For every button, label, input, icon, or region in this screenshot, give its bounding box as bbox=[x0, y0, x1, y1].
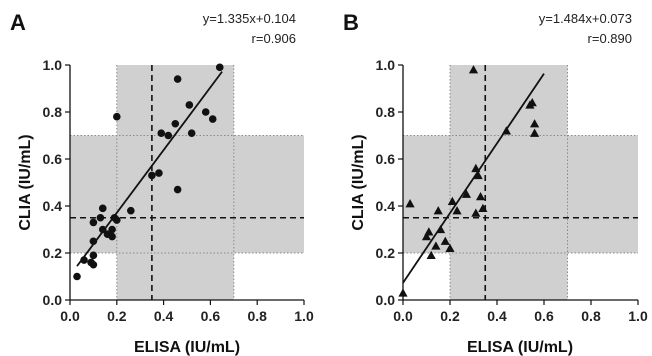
data-point bbox=[527, 98, 537, 107]
data-point bbox=[421, 231, 432, 241]
data-point bbox=[173, 75, 182, 83]
x-tick-label: 0.2 bbox=[107, 308, 127, 324]
data-point bbox=[89, 218, 98, 227]
y-tick-label: 0.8 bbox=[376, 104, 396, 120]
x-tick-label: 0.4 bbox=[487, 308, 507, 324]
data-point bbox=[89, 251, 98, 260]
regression-equation: y=1.484x+0.073 bbox=[539, 11, 632, 26]
y-tick-label: 0.8 bbox=[43, 104, 63, 120]
data-point bbox=[215, 63, 224, 72]
x-tick-label: 0.0 bbox=[393, 308, 413, 324]
grey-zone-horizontal bbox=[403, 135, 638, 253]
regression-equation: y=1.335x+0.104 bbox=[203, 11, 296, 26]
x-tick-label: 0.4 bbox=[154, 308, 174, 324]
y-tick-label: 0.0 bbox=[43, 292, 63, 308]
data-point bbox=[433, 206, 443, 215]
data-point bbox=[468, 65, 479, 74]
x-tick-label: 1.0 bbox=[628, 308, 648, 324]
data-point bbox=[473, 170, 483, 180]
y-tick-label: 1.0 bbox=[376, 57, 396, 73]
y-tick-label: 0.0 bbox=[376, 292, 396, 308]
x-tick-label: 0.6 bbox=[201, 308, 221, 324]
data-point bbox=[530, 128, 540, 137]
data-point bbox=[501, 126, 511, 135]
data-point bbox=[171, 119, 180, 128]
data-point bbox=[187, 129, 196, 137]
x-tick-label: 0.8 bbox=[247, 308, 267, 324]
data-point bbox=[431, 241, 441, 250]
y-tick-label: 0.6 bbox=[376, 151, 396, 167]
data-point bbox=[445, 243, 455, 252]
x-tick-label: 1.0 bbox=[294, 308, 314, 324]
data-point bbox=[530, 119, 540, 128]
data-point bbox=[440, 236, 450, 245]
data-point bbox=[98, 204, 107, 213]
data-point bbox=[113, 216, 121, 224]
data-point bbox=[436, 224, 446, 234]
data-point bbox=[89, 237, 98, 246]
y-tick-label: 0.6 bbox=[43, 151, 63, 167]
data-point bbox=[127, 206, 135, 215]
data-point bbox=[478, 203, 488, 213]
x-tick-label: 0.6 bbox=[534, 308, 554, 324]
panel-letter: A bbox=[10, 10, 26, 35]
data-point bbox=[80, 256, 88, 264]
y-axis-label: CLIA (IU/mL) bbox=[17, 134, 34, 230]
data-point bbox=[426, 250, 436, 260]
data-point bbox=[398, 288, 408, 297]
data-point bbox=[164, 131, 173, 140]
data-point bbox=[461, 189, 472, 198]
data-point bbox=[108, 232, 116, 241]
data-point bbox=[471, 208, 481, 217]
panel-b: 0.0 0.2 0.4 0.6 0.8 1.0 0.0 0.2 0.4 0.6 0.8 1.0 B y=1… bbox=[343, 10, 648, 356]
y-axis-label: CLIA (IU/mL) bbox=[350, 134, 367, 230]
data-point bbox=[98, 225, 107, 234]
data-point bbox=[157, 129, 166, 137]
data-point bbox=[185, 101, 194, 109]
data-point bbox=[73, 272, 81, 281]
panel-a: 0.0 0.2 0.4 0.6 0.8 1.0 0.0 0.2 0.4 0.6 0.8 1.0 A y=1… bbox=[10, 10, 314, 356]
x-tick-label: 0.0 bbox=[60, 308, 80, 324]
y-tick-label: 0.2 bbox=[376, 245, 396, 261]
panel-letter: B bbox=[343, 10, 359, 35]
y-tick-label: 1.0 bbox=[43, 57, 63, 73]
regression-line bbox=[402, 73, 545, 284]
correlation-coefficient: r=0.890 bbox=[588, 31, 632, 46]
data-point bbox=[155, 169, 163, 177]
data-point bbox=[452, 206, 462, 215]
data-point bbox=[113, 112, 121, 121]
correlation-coefficient: r=0.906 bbox=[252, 31, 296, 46]
data-point bbox=[475, 192, 486, 201]
y-tick-label: 0.4 bbox=[376, 198, 396, 214]
data-point bbox=[471, 163, 481, 173]
data-point bbox=[201, 108, 210, 116]
x-axis-label: ELISA (IU/mL) bbox=[134, 339, 240, 356]
data-point bbox=[424, 227, 434, 236]
data-point bbox=[173, 185, 182, 194]
data-point bbox=[208, 115, 217, 123]
data-point bbox=[108, 225, 116, 234]
data-point bbox=[405, 199, 415, 208]
y-tick-label: 0.4 bbox=[43, 198, 63, 214]
x-tick-label: 0.2 bbox=[440, 308, 460, 324]
data-point bbox=[447, 196, 457, 205]
x-axis-label: ELISA (IU/mL) bbox=[467, 339, 573, 356]
data-point bbox=[96, 213, 105, 222]
regression-line bbox=[76, 71, 223, 267]
x-tick-label: 0.8 bbox=[581, 308, 601, 324]
y-tick-label: 0.2 bbox=[43, 245, 63, 261]
data-point bbox=[89, 260, 98, 269]
data-point bbox=[148, 171, 156, 180]
